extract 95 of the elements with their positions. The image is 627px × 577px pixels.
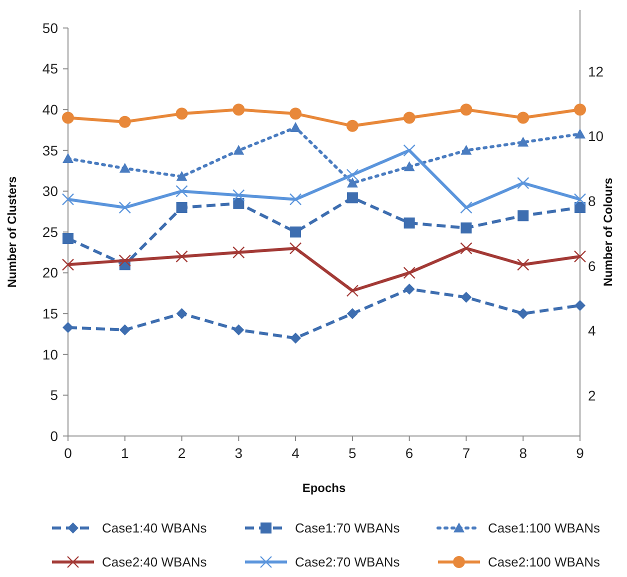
point [233, 324, 244, 336]
point [62, 112, 74, 124]
point [119, 162, 130, 173]
point [176, 202, 188, 214]
point [518, 210, 529, 222]
point [460, 242, 472, 254]
x-tick-label: 6 [405, 445, 414, 461]
point [460, 144, 472, 155]
x-tick-label: 5 [348, 445, 357, 461]
legend-label: Case2:100 WBANs [488, 554, 600, 570]
x-tick-label: 4 [292, 445, 300, 461]
point [574, 193, 586, 206]
point [176, 171, 188, 181]
point [346, 192, 358, 204]
point [517, 258, 530, 271]
y2-tick-label: 6 [588, 258, 596, 274]
x-tick-label: 1 [120, 445, 129, 461]
legend-label: Case1:70 WBANs [295, 520, 400, 536]
point [232, 189, 245, 202]
legend-label: Case1:40 WBANs [102, 520, 208, 536]
x-tick-label: 8 [519, 445, 528, 461]
point [404, 284, 415, 295]
point [517, 176, 530, 190]
point [346, 168, 359, 181]
point [346, 284, 359, 297]
y-axis-title: Number of Clusters [5, 176, 19, 288]
point [62, 322, 74, 333]
point [574, 128, 586, 138]
y2-tick-label: 12 [588, 63, 604, 80]
point [460, 104, 472, 116]
x-tick-label: 9 [576, 445, 584, 461]
point [232, 246, 245, 258]
point [403, 144, 416, 156]
point [176, 308, 188, 320]
y2-tick-label: 4 [588, 322, 596, 339]
point [176, 250, 188, 263]
legend-label: Case2:70 WBANs [295, 554, 400, 570]
point [403, 112, 416, 124]
point [290, 122, 302, 132]
point [176, 108, 188, 120]
point [118, 254, 131, 267]
x-axis-title: Epochs [302, 481, 346, 495]
point [574, 104, 586, 116]
point [517, 112, 530, 124]
point [176, 185, 188, 198]
point [403, 266, 416, 279]
x-tick-label: 2 [178, 445, 186, 461]
point [62, 258, 74, 271]
point [118, 116, 131, 128]
x-tick-label: 7 [462, 445, 470, 461]
y2-tick-label: 10 [588, 128, 604, 144]
y-tick-label: 45 [42, 60, 58, 77]
y-tick-label: 15 [42, 306, 58, 322]
point [62, 193, 74, 206]
point [518, 136, 529, 147]
y2-axis-title: Number of Colours [601, 177, 615, 286]
y-tick-label: 30 [42, 183, 58, 200]
point [574, 300, 586, 311]
point [460, 222, 472, 234]
y-tick-label: 10 [42, 346, 58, 362]
point [233, 198, 244, 209]
x-tick-label: 3 [234, 445, 243, 461]
point [574, 202, 586, 214]
point [460, 292, 472, 303]
y-tick-label: 0 [50, 428, 58, 444]
y-tick-label: 35 [42, 142, 58, 158]
point [290, 332, 302, 344]
point [460, 201, 472, 214]
y-tick-label: 40 [42, 102, 58, 118]
point [346, 178, 358, 188]
x-tick-label: 0 [64, 445, 72, 461]
point [574, 250, 586, 263]
point [62, 153, 74, 163]
point [346, 120, 358, 132]
y2-tick-label: 8 [588, 193, 596, 210]
legend-label: Case2:40 WBANs [102, 554, 208, 570]
point [119, 324, 130, 336]
point [290, 108, 302, 120]
point [289, 193, 302, 206]
point [289, 242, 302, 254]
y-tick-label: 5 [50, 387, 58, 404]
y-tick-label: 50 [42, 20, 58, 36]
point [518, 308, 529, 320]
point [346, 308, 358, 320]
y2-tick-label: 2 [588, 387, 596, 404]
point [290, 226, 302, 238]
y-tick-label: 20 [42, 264, 58, 281]
point [404, 218, 415, 229]
point [232, 104, 245, 116]
point [404, 161, 415, 172]
point [233, 144, 244, 155]
y-tick-label: 25 [42, 224, 58, 240]
legend-label: Case1:100 WBANs [488, 520, 600, 536]
point [62, 233, 74, 244]
point [118, 201, 131, 214]
